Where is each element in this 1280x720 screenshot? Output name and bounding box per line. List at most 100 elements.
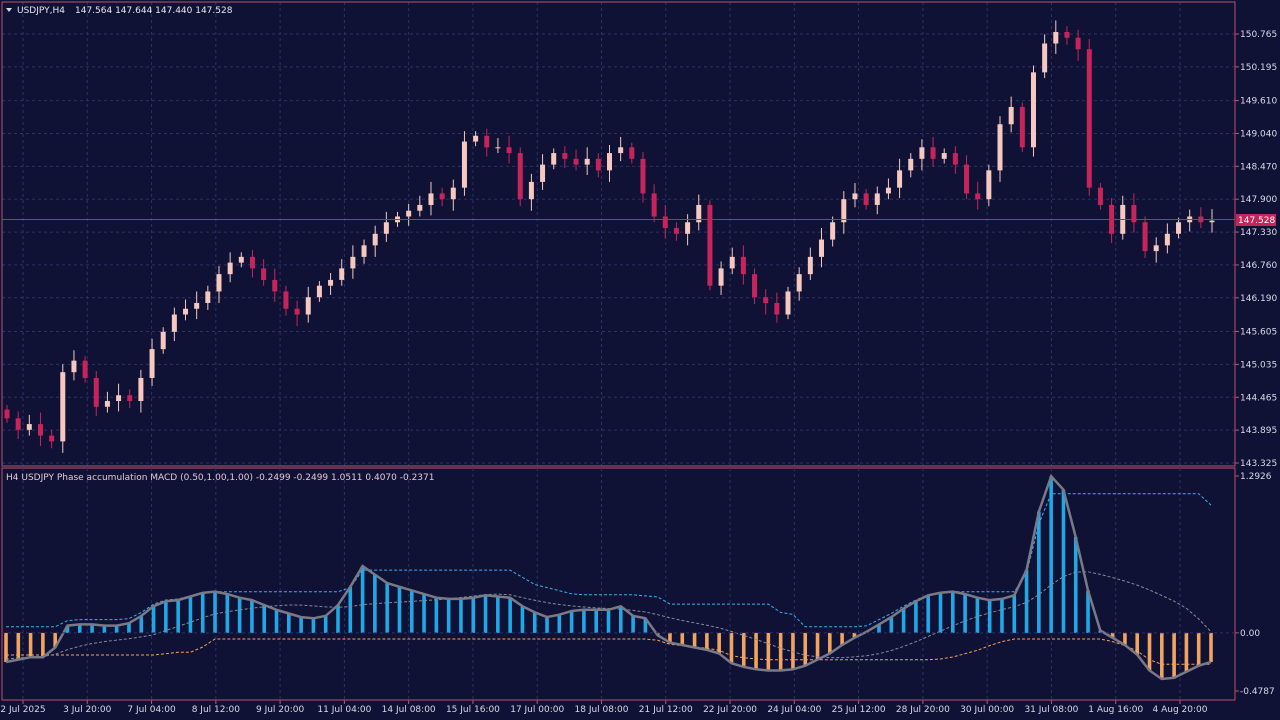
current-price-tag-box: [1236, 214, 1276, 226]
histogram-bar: [643, 618, 648, 633]
candle-body: [763, 297, 769, 303]
candle-body: [294, 308, 300, 315]
price-tick-label: 144.465: [1240, 393, 1277, 403]
candle-body: [160, 331, 166, 350]
histogram-bar: [1073, 537, 1078, 633]
histogram-bar: [926, 595, 930, 633]
candle-body: [116, 395, 122, 402]
histogram-bar: [1000, 598, 1004, 633]
candle-body: [127, 395, 133, 402]
candle-body: [104, 401, 110, 407]
candle-body: [305, 297, 311, 315]
time-tick-label: 11 Jul 04:00: [317, 705, 371, 715]
time-tick-label: 22 Jul 20:00: [703, 705, 757, 715]
histogram-bar: [1123, 632, 1127, 646]
histogram-bar: [16, 632, 21, 660]
candle-body: [885, 187, 891, 194]
histogram-bar: [963, 594, 967, 633]
price-tick-label: 146.190: [1240, 294, 1277, 304]
histogram-bar: [901, 608, 906, 633]
price-tick-label: 147.330: [1240, 228, 1277, 238]
candle-body: [339, 268, 345, 280]
candle-body: [1164, 233, 1170, 246]
time-tick-label: 1 Aug 16:00: [1088, 705, 1143, 715]
time-tick-label: 2 Jul 2025: [0, 705, 45, 715]
indicator-panel[interactable]: 1.2926 0.00 -0.4787 H4 USDJPY Phase accumu…: [1, 467, 1275, 701]
candle-body: [361, 245, 367, 257]
candle-body: [49, 435, 55, 442]
histogram-bar: [459, 598, 463, 633]
time-tick-label: 17 Jul 00:00: [510, 705, 564, 715]
histogram-bar: [520, 606, 525, 633]
histogram-bar: [877, 624, 881, 633]
candle-body: [517, 153, 523, 200]
histogram-bar: [840, 632, 844, 646]
candle-body: [383, 222, 389, 234]
histogram-bar: [90, 624, 94, 633]
macd-line: [5, 473, 1212, 681]
price-panel[interactable]: 150.765 150.195 149.610 149.040 148.470 147.9…: [1, 1, 1277, 469]
histogram-bar: [754, 632, 758, 670]
candle-body: [4, 409, 10, 419]
histogram-bar: [397, 586, 402, 633]
price-panel-frame: [1, 1, 1236, 467]
price-tick-label: 149.040: [1240, 129, 1277, 139]
candle-body: [328, 279, 334, 286]
candle-body: [830, 222, 836, 240]
candle-body: [149, 349, 155, 378]
candle-body: [82, 360, 88, 378]
indicator-axis: 1.2926 0.00 -0.4787: [2, 472, 1275, 697]
candle-body: [439, 193, 445, 200]
histogram-bar: [1184, 632, 1189, 672]
histogram-bar: [323, 615, 328, 633]
candle-body: [1176, 222, 1182, 234]
histogram-bar: [127, 623, 131, 633]
candle-body: [573, 158, 579, 165]
candle-body: [584, 158, 590, 165]
candle-body: [428, 193, 434, 205]
histogram-bar: [778, 632, 783, 671]
histogram-bar: [950, 591, 955, 633]
candle-body: [952, 153, 958, 165]
price-tick-label: 149.610: [1240, 97, 1277, 107]
candle-body: [941, 153, 947, 159]
candle-body: [372, 233, 378, 246]
histogram-bar: [1012, 595, 1017, 633]
histogram-bar: [385, 583, 389, 633]
histogram-bar: [975, 597, 980, 633]
histogram-bar: [446, 598, 451, 633]
candle-body: [1008, 106, 1014, 125]
symbol-header: USDJPY,H4 147.564 147.644 147.440 147.52…: [6, 6, 233, 16]
candle-body: [818, 239, 824, 257]
chevron-down-icon[interactable]: [6, 8, 12, 12]
candle-body: [26, 424, 32, 430]
histogram-bar: [237, 597, 242, 633]
candle-body: [740, 256, 746, 275]
histogram-bar: [41, 632, 45, 658]
histogram-bar: [151, 606, 156, 633]
histogram-bar: [803, 632, 808, 666]
histogram-bar: [766, 632, 771, 671]
indicator-title: H4 USDJPY Phase accumulation MACD (0.50,…: [6, 473, 434, 483]
histogram-bar: [1209, 632, 1213, 663]
histogram-bar: [434, 597, 439, 633]
histogram-bar: [4, 632, 8, 663]
time-tick-label: 30 Jul 00:00: [960, 705, 1014, 715]
histogram-bar: [557, 614, 562, 633]
candle-body: [1064, 31, 1070, 38]
candle-body: [473, 135, 479, 142]
candle-body: [37, 424, 43, 436]
time-tick-label: 14 Jul 08:00: [382, 705, 436, 715]
histogram-bar: [213, 591, 217, 633]
ohlc-readout: 147.564 147.644 147.440 147.528: [75, 6, 233, 16]
candle-body: [908, 158, 914, 171]
histogram-bar: [287, 613, 291, 633]
histogram-bar: [336, 604, 340, 633]
lower-band-line: [6, 638, 1211, 665]
candle-body: [194, 302, 200, 309]
indicator-tick-label: 0.00: [1240, 629, 1260, 639]
histogram-bar: [791, 632, 795, 670]
candle-body: [540, 164, 546, 182]
candle-body: [852, 193, 858, 200]
histogram-bar: [594, 609, 599, 633]
